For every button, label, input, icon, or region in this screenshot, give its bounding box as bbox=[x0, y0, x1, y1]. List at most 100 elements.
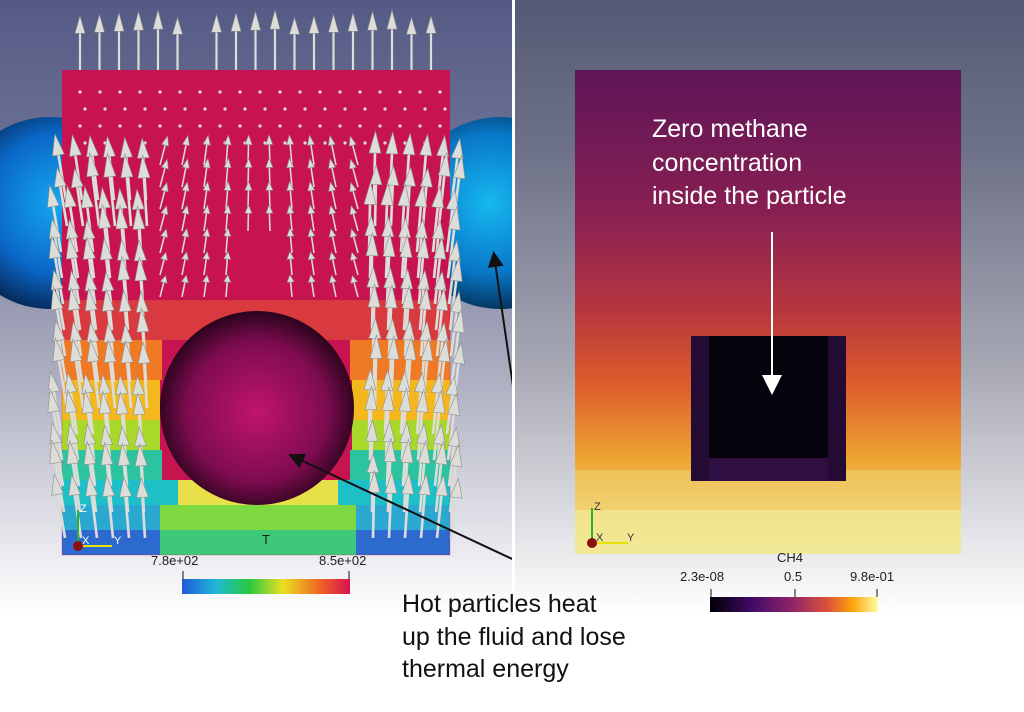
velocity-dot bbox=[83, 141, 87, 145]
velocity-arrow bbox=[447, 239, 461, 305]
velocity-arrow bbox=[286, 157, 295, 188]
temperature-render-canvas: Z X Y bbox=[0, 8, 512, 594]
velocity-arrow bbox=[159, 181, 169, 210]
velocity-dot bbox=[138, 124, 142, 128]
velocity-arrow bbox=[120, 153, 134, 227]
view-divider[interactable] bbox=[512, 0, 515, 612]
velocity-dot bbox=[403, 141, 407, 145]
velocity-arrow bbox=[181, 227, 190, 254]
velocity-dot bbox=[383, 141, 387, 145]
velocity-arrow bbox=[308, 14, 320, 70]
velocity-arrow bbox=[401, 472, 415, 539]
velocity-arrow bbox=[152, 8, 164, 70]
velocity-dot bbox=[238, 90, 242, 94]
zero-methane-annotation: Zero methane concentration inside the pa… bbox=[652, 113, 922, 214]
ch4-colorbar-ramp bbox=[710, 597, 878, 612]
velocity-arrow bbox=[94, 13, 105, 70]
velocity-arrow bbox=[449, 477, 463, 539]
velocity-arrow bbox=[431, 185, 445, 253]
velocity-arrow bbox=[223, 250, 232, 276]
velocity-dot bbox=[398, 124, 402, 128]
zero-methane-line-1: Zero methane bbox=[652, 115, 808, 143]
velocity-arrow bbox=[159, 228, 168, 254]
velocity-dot bbox=[158, 90, 162, 94]
velocity-dot bbox=[183, 107, 187, 111]
velocity-arrow bbox=[52, 336, 69, 409]
velocity-arrow bbox=[181, 134, 190, 166]
velocity-arrow bbox=[348, 135, 359, 166]
velocity-arrow bbox=[133, 10, 144, 70]
hot-particles-annotation: Hot particles heat up the fluid and lose… bbox=[402, 588, 702, 686]
velocity-dot bbox=[118, 90, 122, 94]
velocity-arrow bbox=[223, 180, 232, 210]
velocity-dot bbox=[423, 107, 427, 111]
velocity-arrow bbox=[211, 13, 222, 70]
velocity-arrow bbox=[54, 166, 69, 227]
velocity-dot bbox=[418, 124, 422, 128]
velocity-arrow bbox=[289, 16, 300, 70]
velocity-arrow bbox=[448, 257, 463, 331]
velocity-dot bbox=[163, 107, 167, 111]
velocity-arrow bbox=[450, 308, 465, 383]
velocity-dot bbox=[283, 141, 287, 145]
velocity-dot bbox=[78, 124, 82, 128]
velocity-arrow bbox=[406, 16, 417, 70]
velocity-arrow bbox=[74, 14, 86, 70]
velocity-arrow bbox=[159, 158, 169, 188]
ch4-render-canvas: Z X Y bbox=[575, 70, 961, 612]
velocity-arrow bbox=[265, 180, 274, 210]
velocity-arrow bbox=[307, 181, 316, 210]
zero-methane-line-3: inside the particle bbox=[652, 182, 847, 210]
velocity-arrow bbox=[349, 158, 359, 188]
velocity-arrow bbox=[159, 135, 169, 166]
velocity-dot bbox=[198, 124, 202, 128]
velocity-arrow bbox=[286, 274, 295, 298]
ch4-axis-y-label: Y bbox=[627, 532, 635, 544]
velocity-arrow bbox=[51, 472, 67, 539]
velocity-dot bbox=[358, 124, 362, 128]
velocity-arrow bbox=[328, 134, 337, 166]
ch4-render-view[interactable]: Z X Y CH4 2.3e-08 0.5 9.8e-01 bbox=[515, 0, 1024, 612]
particle-zero-concentration-region bbox=[691, 336, 846, 481]
velocity-arrow bbox=[307, 204, 316, 232]
annotation-arrow-to-hot-particle bbox=[288, 453, 512, 561]
velocity-arrow bbox=[350, 251, 359, 276]
ch4-colorbar-max-label: 9.8e-01 bbox=[850, 569, 895, 584]
velocity-dot bbox=[318, 90, 322, 94]
velocity-arrow bbox=[369, 334, 383, 409]
velocity-arrow bbox=[172, 16, 183, 70]
velocity-dot bbox=[323, 141, 327, 145]
velocity-dot bbox=[403, 107, 407, 111]
velocity-dot bbox=[223, 107, 227, 111]
velocity-arrow bbox=[367, 469, 381, 539]
velocity-dot bbox=[438, 90, 442, 94]
velocity-arrow bbox=[445, 188, 459, 253]
zero-methane-line-2: concentration bbox=[652, 148, 803, 177]
velocity-arrow bbox=[307, 157, 316, 188]
axis-x-label: X bbox=[82, 535, 90, 547]
velocity-arrow bbox=[137, 341, 151, 409]
temperature-render-view[interactable]: Z X Y T 7.8e+02 8.5e+02 bbox=[0, 0, 512, 612]
velocity-dot bbox=[238, 124, 242, 128]
ch4-colorbar-mid-label: 0.5 bbox=[784, 569, 803, 584]
velocity-arrow bbox=[202, 181, 211, 210]
velocity-arrow bbox=[113, 11, 125, 70]
temperature-colorbar-ramp bbox=[182, 579, 350, 594]
velocity-arrow bbox=[181, 157, 190, 188]
velocity-arrow bbox=[202, 134, 211, 166]
axis-z-label: Z bbox=[80, 503, 87, 515]
velocity-arrow bbox=[286, 134, 295, 166]
velocity-arrow bbox=[265, 204, 274, 232]
velocity-arrow bbox=[418, 473, 431, 539]
velocity-arrow bbox=[86, 338, 101, 409]
velocity-arrow bbox=[181, 204, 190, 232]
orientation-axes: Z X Y bbox=[73, 503, 122, 551]
velocity-dot bbox=[343, 141, 347, 145]
velocity-dot bbox=[438, 124, 442, 128]
velocity-dot bbox=[298, 124, 302, 128]
velocity-arrow bbox=[448, 443, 463, 513]
ch4-scalar-label: CH4 bbox=[777, 550, 804, 565]
velocity-dot bbox=[98, 124, 102, 128]
temperature-colorbar bbox=[182, 571, 350, 594]
velocity-dot bbox=[98, 90, 102, 94]
